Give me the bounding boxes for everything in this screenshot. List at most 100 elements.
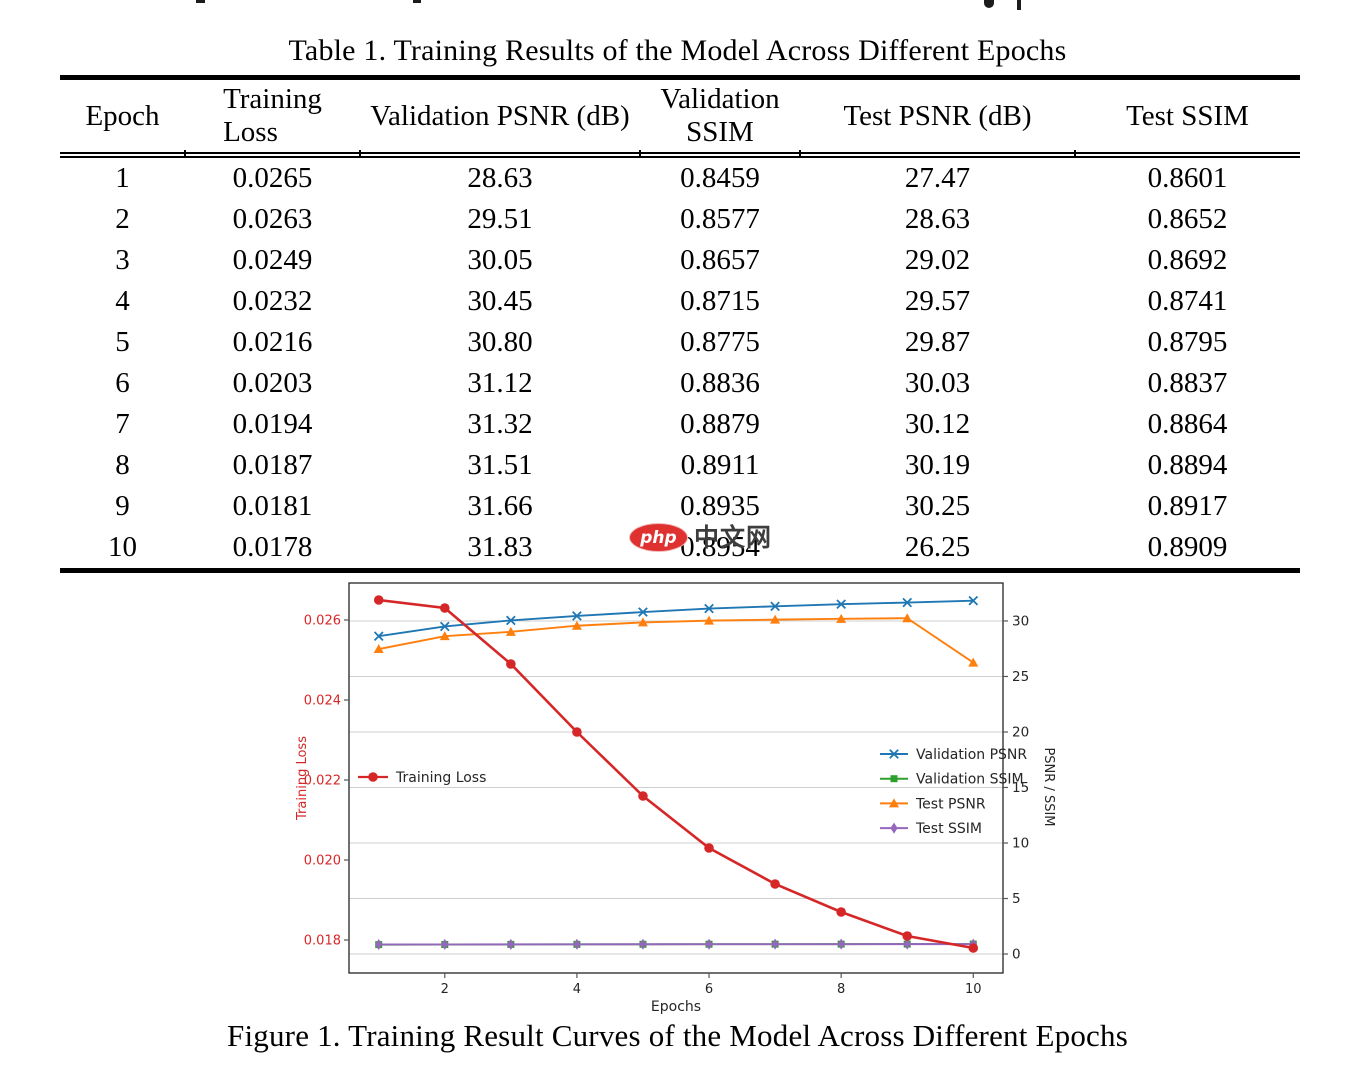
table-cell: 30.03 bbox=[904, 367, 971, 399]
table-cell: 0.0232 bbox=[232, 285, 313, 317]
table-cell: 6 bbox=[115, 367, 130, 399]
figure-caption: Figure 1. Training Result Curves of the … bbox=[227, 1018, 1128, 1053]
table-cell: 0.8911 bbox=[680, 449, 760, 481]
svg-text:Training Loss: Training Loss bbox=[395, 770, 486, 786]
table-cell: 0.8715 bbox=[680, 285, 760, 317]
svg-text:0.020: 0.020 bbox=[304, 854, 341, 869]
column-divider-tick bbox=[184, 150, 186, 158]
table-cell: 0.8652 bbox=[1147, 203, 1228, 235]
table-cell: 0.8864 bbox=[1147, 408, 1228, 440]
column-header: Test SSIM bbox=[1075, 77, 1300, 158]
svg-text:8: 8 bbox=[837, 982, 845, 997]
svg-text:2: 2 bbox=[441, 982, 449, 997]
table-cell: 29.87 bbox=[904, 326, 971, 358]
table-cell: 30.05 bbox=[467, 244, 533, 276]
table-cell: 0.8894 bbox=[1147, 449, 1228, 481]
column-divider-tick bbox=[359, 150, 361, 158]
table-cell: 0.0181 bbox=[232, 490, 313, 522]
table-cell: 2 bbox=[115, 203, 130, 235]
svg-text:6: 6 bbox=[705, 982, 713, 997]
results-table-header: Epoch Training Loss Validation PSNR (dB) Val… bbox=[60, 77, 1300, 158]
svg-text:20: 20 bbox=[1012, 724, 1029, 740]
table-cell: 0.8601 bbox=[1147, 162, 1228, 194]
table-row: 2 0.0263 29.51 0.8577 28.63 0.8652 bbox=[60, 199, 1300, 240]
clipped-text-fragment bbox=[413, 0, 421, 3]
table-row: 7 0.0194 31.32 0.8879 30.12 0.8864 bbox=[60, 404, 1300, 445]
table-row: 3 0.0249 30.05 0.8657 29.02 0.8692 bbox=[60, 240, 1300, 281]
svg-text:15: 15 bbox=[1012, 780, 1029, 796]
table-cell: 26.25 bbox=[904, 531, 971, 563]
series-validation-psnr bbox=[378, 599, 974, 638]
table-cell: 31.51 bbox=[467, 449, 533, 481]
svg-text:Validation SSIM: Validation SSIM bbox=[916, 772, 1024, 788]
table-cell: 0.8879 bbox=[680, 408, 760, 440]
table-cell: 29.57 bbox=[904, 285, 971, 317]
table-cell: 1 bbox=[115, 162, 130, 194]
column-header: Epoch bbox=[60, 77, 185, 158]
table-cell: 0.8954 bbox=[680, 531, 760, 563]
column-divider-tick bbox=[639, 150, 641, 158]
table-cell: 0.0263 bbox=[232, 203, 313, 235]
watermark: php 中文网 bbox=[630, 523, 772, 552]
results-table: Epoch Training Loss Validation PSNR (dB) Val… bbox=[60, 75, 1300, 573]
table-cell: 5 bbox=[115, 326, 130, 358]
table-cell: 0.0178 bbox=[232, 531, 313, 563]
table-cell: 0.0203 bbox=[232, 367, 313, 399]
table-cell: 0.8459 bbox=[680, 162, 760, 194]
table-cell: 0.0187 bbox=[232, 449, 313, 481]
table-cell: 7 bbox=[115, 408, 130, 440]
table-cell: 4 bbox=[115, 285, 130, 317]
svg-text:PSNR / SSIM: PSNR / SSIM bbox=[1041, 747, 1056, 826]
results-table-body: 1 0.0265 28.63 0.8459 27.47 0.8601 2 0.0263 29.5… bbox=[60, 155, 1300, 571]
table-cell: 28.63 bbox=[904, 203, 971, 235]
table-cell: 0.8836 bbox=[680, 367, 760, 399]
table-cell: 0.0265 bbox=[232, 162, 313, 194]
svg-text:Epochs: Epochs bbox=[651, 999, 701, 1015]
table-cell: 0.8775 bbox=[680, 326, 760, 358]
svg-text:Validation PSNR: Validation PSNR bbox=[916, 747, 1027, 763]
svg-text:4: 4 bbox=[573, 982, 581, 997]
svg-text:Test PSNR: Test PSNR bbox=[915, 796, 986, 812]
svg-text:Test SSIM: Test SSIM bbox=[915, 821, 982, 837]
table-row: 10 0.0178 31.83 0.8954 26.25 0.8909 bbox=[60, 527, 1300, 571]
svg-text:0.024: 0.024 bbox=[304, 694, 341, 709]
svg-text:0: 0 bbox=[1012, 947, 1021, 963]
table-row: 8 0.0187 31.51 0.8911 30.19 0.8894 bbox=[60, 445, 1300, 486]
table-cell: 3 bbox=[115, 244, 130, 276]
svg-text:30: 30 bbox=[1012, 613, 1029, 629]
table-cell: 29.51 bbox=[467, 203, 533, 235]
table-cell: 8 bbox=[115, 449, 130, 481]
column-divider-tick bbox=[1074, 150, 1076, 158]
table-cell: 9 bbox=[115, 490, 130, 522]
figure-1: 0.026 0.024 0.022 0.020 0.018 Training Loss 0 5… bbox=[280, 570, 1090, 1015]
table-cell: 0.8909 bbox=[1147, 531, 1228, 563]
table-cell: 31.32 bbox=[467, 408, 533, 440]
table-cell: 30.19 bbox=[904, 449, 971, 481]
table-cell: 10 bbox=[108, 531, 137, 563]
table-cell: 31.66 bbox=[467, 490, 533, 522]
svg-text:0.022: 0.022 bbox=[304, 774, 341, 789]
column-header: Test PSNR (dB) bbox=[800, 77, 1075, 158]
table-caption: Table 1. Training Results of the Model A… bbox=[288, 34, 1067, 67]
table-cell: 31.12 bbox=[467, 367, 533, 399]
svg-text:10: 10 bbox=[1012, 836, 1029, 852]
table-cell: 0.8657 bbox=[680, 244, 760, 276]
column-header: Validation SSIM bbox=[640, 77, 800, 158]
table-cell: 30.45 bbox=[467, 285, 533, 317]
table-cell: 0.8935 bbox=[680, 490, 760, 522]
column-header: Training Loss bbox=[185, 77, 360, 158]
series-test-psnr bbox=[378, 617, 974, 664]
column-divider-tick bbox=[799, 150, 801, 158]
table-row: 5 0.0216 30.80 0.8775 29.87 0.8795 bbox=[60, 322, 1300, 363]
table-cell: 0.8692 bbox=[1147, 244, 1228, 276]
svg-text:25: 25 bbox=[1012, 669, 1029, 685]
table-cell: 0.0249 bbox=[232, 244, 313, 276]
svg-text:0.018: 0.018 bbox=[304, 934, 341, 949]
table-row: 4 0.0232 30.45 0.8715 29.57 0.8741 bbox=[60, 281, 1300, 322]
table-cell: 0.8917 bbox=[1147, 490, 1228, 522]
series-training-loss bbox=[378, 598, 974, 950]
svg-text:5: 5 bbox=[1012, 891, 1021, 907]
svg-text:Training Loss: Training Loss bbox=[295, 736, 310, 821]
table-row: 6 0.0203 31.12 0.8836 30.03 0.8837 bbox=[60, 363, 1300, 404]
table-row: 9 0.0181 31.66 0.8935 30.25 0.8917 bbox=[60, 486, 1300, 527]
